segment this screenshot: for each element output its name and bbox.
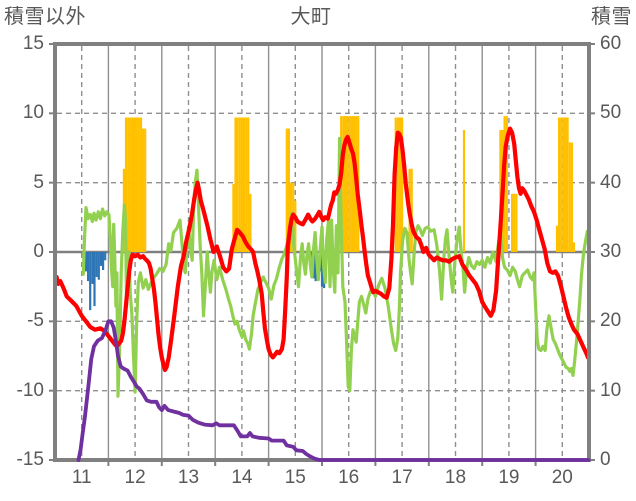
right-axis-tick-label: 60 [600, 32, 622, 54]
left-axis-tick-label: 0 [33, 241, 44, 262]
bottom-axis-tick-label: 11 [71, 467, 92, 488]
right-axis-tick-label: 50 [600, 102, 622, 124]
left-axis-tick-label: 10 [22, 102, 44, 124]
left-axis-tick-label: -15 [16, 449, 44, 470]
bottom-axis-tick-label: 17 [391, 467, 413, 488]
green-line [81, 136, 590, 398]
right-axis-tick-label: 40 [600, 171, 622, 193]
right-axis-tick-label: 10 [600, 379, 622, 401]
left-axis-tick-label: -5 [27, 310, 44, 332]
bottom-axis-tick-label: 18 [444, 467, 467, 488]
bottom-axis-tick-label: 13 [177, 467, 200, 488]
left-axis-tick-label: 5 [33, 171, 44, 193]
bottom-axis-tick-label: 20 [551, 467, 573, 488]
bottom-axis-tick-label: 19 [498, 467, 520, 488]
purple-snow-depth-line [76, 319, 591, 462]
chart-title: 大町 [290, 6, 332, 28]
right-axis-tick-label: 30 [600, 241, 622, 262]
left-axis-tick-label: 15 [22, 32, 44, 54]
red-line [54, 126, 591, 372]
bottom-axis-tick-label: 15 [284, 467, 306, 488]
bottom-axis-tick-label: 12 [124, 467, 146, 488]
left-axis-tick-label: -10 [16, 379, 44, 401]
bottom-axis-tick-label: 14 [231, 467, 253, 488]
right-axis-title: 積雪 [591, 6, 632, 28]
right-axis-tick-label: 0 [600, 449, 611, 470]
bottom-axis-tick-label: 16 [338, 467, 360, 488]
right-axis-tick-label: 20 [600, 310, 622, 332]
left-axis-title: 積雪以外 [4, 6, 86, 28]
